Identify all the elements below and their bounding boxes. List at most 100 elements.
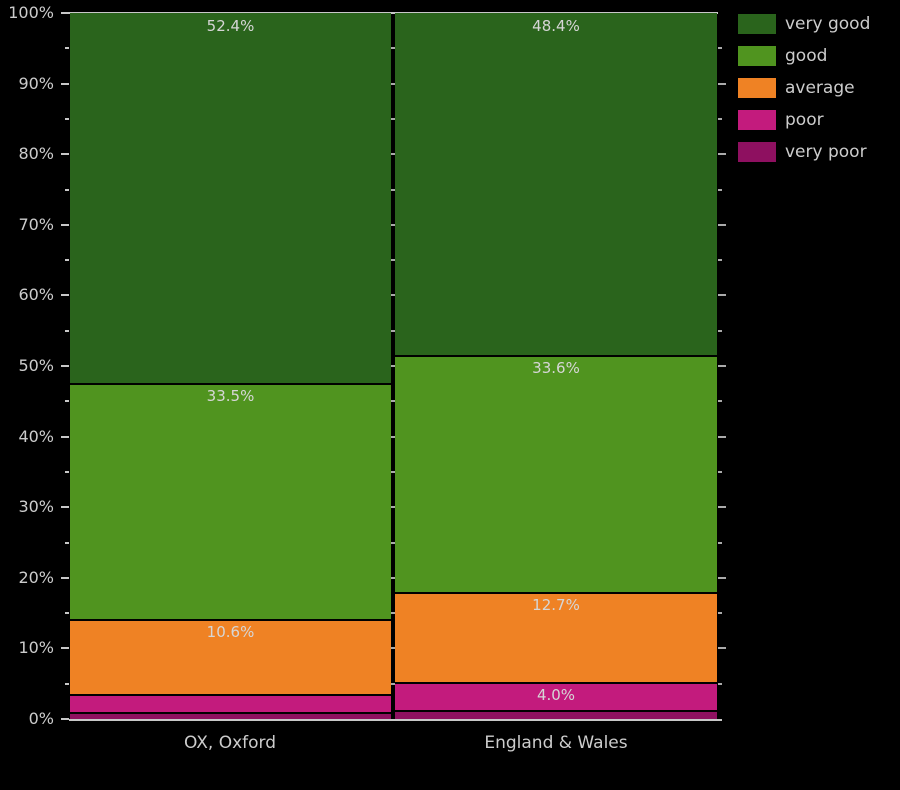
y-axis-tick	[65, 189, 69, 191]
plot-top-line	[69, 12, 718, 14]
y-axis-tick	[65, 683, 69, 685]
right-edge-tick	[718, 259, 722, 261]
y-axis-tick	[65, 259, 69, 261]
right-edge-tick	[718, 400, 722, 402]
y-axis-tick	[65, 47, 69, 49]
bar-gap-tick	[391, 577, 395, 579]
segment-value-label: 33.5%	[206, 386, 255, 405]
bar-gap-tick	[391, 436, 395, 438]
right-edge-tick	[718, 330, 722, 332]
y-axis-tick	[61, 647, 69, 649]
legend-swatch-icon	[738, 14, 776, 34]
segment-very-poor-bar0	[70, 711, 391, 719]
y-axis-tick-label: 90%	[18, 74, 54, 93]
y-axis-tick	[65, 612, 69, 614]
bar-gap-tick	[391, 471, 395, 473]
y-axis-tick-label: 70%	[18, 215, 54, 234]
legend-row-poor: poor	[738, 110, 870, 130]
legend-label: very good	[785, 14, 871, 34]
bar-gap-tick	[391, 224, 395, 226]
bar-gap-tick	[391, 612, 395, 614]
segment-average-bar0	[70, 619, 391, 695]
segment-value-label: 33.6%	[532, 358, 580, 377]
legend-swatch-icon	[738, 110, 776, 130]
y-axis-tick-label: 50%	[18, 356, 54, 375]
bar-gap-tick	[391, 189, 395, 191]
bar-gap-tick	[391, 153, 395, 155]
right-edge-tick	[718, 294, 726, 296]
y-axis-tick	[65, 118, 69, 120]
right-edge-tick	[718, 542, 722, 544]
y-axis-tick	[61, 224, 69, 226]
right-edge-tick	[718, 365, 726, 367]
segment-good-bar0	[70, 382, 391, 620]
x-axis-label-oxford: OX, Oxford	[183, 733, 277, 753]
y-axis-tick	[61, 83, 69, 85]
segment-value-label: 4.0%	[536, 685, 576, 704]
legend-label: good	[785, 46, 828, 66]
right-edge-tick	[718, 224, 726, 226]
segment-very-good-bar0	[70, 13, 391, 383]
segment-very-poor-bar1	[395, 709, 717, 719]
y-axis-tick	[61, 718, 69, 720]
legend-swatch-icon	[738, 78, 776, 98]
right-edge-tick	[718, 612, 722, 614]
bar-gap-tick	[391, 400, 395, 402]
right-edge-tick	[718, 189, 722, 191]
right-edge-tick	[718, 647, 726, 649]
legend-swatch-icon	[738, 46, 776, 66]
y-axis-tick	[61, 506, 69, 508]
y-axis-tick	[65, 330, 69, 332]
right-edge-tick	[718, 471, 722, 473]
segment-value-label: 10.6%	[206, 623, 255, 642]
y-axis-tick	[61, 294, 69, 296]
y-axis-tick-label: 100%	[8, 3, 54, 22]
y-axis-tick	[61, 436, 69, 438]
y-axis-tick-label: 30%	[18, 497, 54, 516]
bar-gap-tick	[391, 647, 395, 649]
y-axis-tick	[65, 542, 69, 544]
y-axis-tick-label: 20%	[18, 568, 54, 587]
segment-value-label: 52.4%	[206, 17, 255, 35]
segment-poor-bar1	[395, 681, 717, 710]
bar-gap-tick	[391, 259, 395, 261]
segment-poor-bar0	[70, 694, 391, 712]
legend: very good good average poor very poor	[738, 14, 870, 174]
y-axis-tick-label: 80%	[18, 144, 54, 163]
bar-gap-tick	[391, 506, 395, 508]
bar-gap-tick	[391, 83, 395, 85]
right-edge-tick	[718, 683, 722, 685]
y-axis-tick	[65, 400, 69, 402]
legend-label: average	[785, 78, 855, 98]
right-edge-tick	[718, 153, 726, 155]
bar-gap-tick	[391, 542, 395, 544]
segment-good-bar1	[395, 354, 717, 592]
bar-gap-tick	[391, 330, 395, 332]
legend-row-very-poor: very poor	[738, 142, 870, 162]
y-axis-tick-label: 40%	[18, 427, 54, 446]
right-edge-tick	[718, 47, 722, 49]
bar-gap-tick	[391, 294, 395, 296]
bar-gap-tick	[391, 118, 395, 120]
y-axis-tick	[61, 577, 69, 579]
bar-gap-tick	[391, 683, 395, 685]
legend-swatch-icon	[738, 142, 776, 162]
y-axis-tick-label: 10%	[18, 638, 54, 657]
y-axis-tick-label: 0%	[28, 709, 54, 728]
right-edge-tick	[718, 577, 726, 579]
bar-gap-tick	[391, 365, 395, 367]
y-axis-tick	[65, 471, 69, 473]
x-axis-label-england-wales: England & Wales	[484, 733, 628, 753]
y-axis-tick	[61, 153, 69, 155]
x-axis-line	[69, 719, 722, 721]
segment-average-bar1	[395, 591, 717, 682]
right-edge-tick	[718, 83, 726, 85]
bar-gap-tick	[391, 47, 395, 49]
right-edge-tick	[718, 118, 722, 120]
y-axis-tick-label: 60%	[18, 285, 54, 304]
segment-very-good-bar1	[395, 13, 717, 355]
segment-value-label: 48.4%	[532, 17, 580, 35]
legend-row-very-good: very good	[738, 14, 870, 34]
y-axis-tick	[61, 365, 69, 367]
